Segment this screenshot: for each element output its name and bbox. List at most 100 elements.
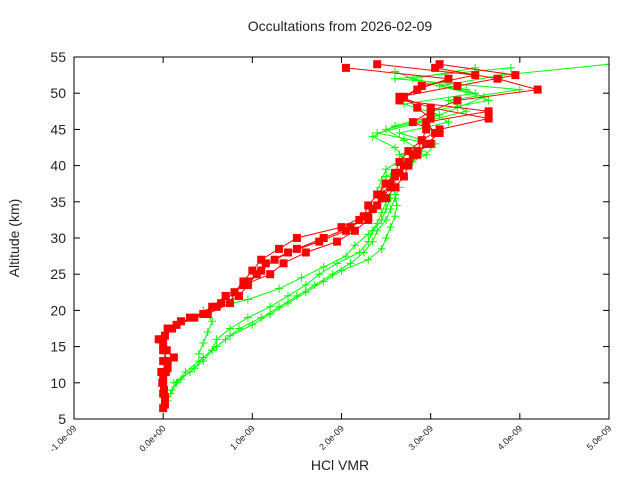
plus-marker xyxy=(185,367,194,376)
square-marker xyxy=(377,190,386,199)
square-marker xyxy=(453,81,462,90)
plus-marker xyxy=(315,270,324,279)
y-axis-label: Altitude (km) xyxy=(6,199,22,278)
plus-marker xyxy=(203,328,212,337)
x-tick-label: 1.0e-09 xyxy=(228,423,257,452)
plus-marker xyxy=(395,129,404,138)
square-marker xyxy=(431,63,440,72)
square-marker xyxy=(399,92,408,101)
plus-marker xyxy=(506,63,515,72)
square-marker xyxy=(484,114,493,123)
square-marker xyxy=(404,161,413,170)
plus-marker xyxy=(350,241,359,250)
square-marker xyxy=(160,331,169,340)
x-axis-label: HCl VMR xyxy=(311,457,369,473)
profile-line xyxy=(169,67,491,394)
y-tick-label: 45 xyxy=(50,121,66,137)
plus-marker xyxy=(275,284,284,293)
plus-marker xyxy=(471,89,480,98)
plus-marker xyxy=(435,110,444,119)
square-marker xyxy=(163,364,172,373)
plus-marker xyxy=(364,255,373,264)
square-marker xyxy=(159,375,168,384)
square-marker xyxy=(190,313,199,322)
square-marker xyxy=(185,313,194,322)
square-marker xyxy=(391,183,399,192)
square-marker xyxy=(444,74,453,83)
plus-marker xyxy=(391,121,399,130)
profile-line xyxy=(160,67,538,340)
plus-marker xyxy=(399,136,408,145)
x-tick-label: -1.0e-09 xyxy=(48,423,79,454)
square-marker xyxy=(284,248,292,257)
plus-marker xyxy=(605,60,609,69)
square-marker xyxy=(230,288,239,297)
plus-marker xyxy=(373,219,382,228)
square-marker xyxy=(382,179,391,188)
square-marker xyxy=(243,277,252,286)
square-marker xyxy=(163,357,172,366)
square-marker xyxy=(212,302,221,311)
plus-marker xyxy=(292,291,301,300)
plus-marker xyxy=(391,67,399,76)
square-marker xyxy=(172,320,181,329)
square-marker xyxy=(435,129,444,138)
y-tick-label: 20 xyxy=(50,302,66,318)
plus-marker xyxy=(297,273,306,282)
series-layer xyxy=(154,60,609,413)
square-marker xyxy=(226,299,235,308)
square-marker xyxy=(177,317,185,326)
chart-title: Occultations from 2026-02-09 xyxy=(248,18,433,34)
square-marker xyxy=(399,161,408,170)
red-profiles xyxy=(154,60,542,413)
square-marker xyxy=(261,259,270,268)
plus-marker xyxy=(169,378,178,387)
square-marker xyxy=(160,386,169,395)
plus-marker xyxy=(212,335,221,344)
x-tick-label: 2.0e-09 xyxy=(317,423,346,452)
square-marker xyxy=(453,96,462,105)
plus-marker xyxy=(266,302,275,311)
plus-marker xyxy=(257,313,266,322)
plus-marker xyxy=(422,150,431,159)
square-marker xyxy=(395,92,404,101)
y-tick-label: 50 xyxy=(50,85,66,101)
square-marker xyxy=(364,201,373,210)
y-tick-label: 40 xyxy=(50,158,66,174)
square-marker xyxy=(408,150,417,159)
x-tick-label: 0.0e+00 xyxy=(137,423,167,453)
square-marker xyxy=(248,266,257,275)
green-profiles xyxy=(163,60,609,405)
plus-marker xyxy=(377,244,386,253)
square-marker xyxy=(292,244,301,253)
square-marker xyxy=(484,107,493,116)
y-axis: 5 10 15 20 25 30 35 40 45 50 55 xyxy=(50,49,609,427)
square-marker xyxy=(157,367,166,376)
x-tick-label: 4.0e-09 xyxy=(496,423,525,452)
square-marker xyxy=(350,226,359,235)
square-marker xyxy=(511,71,520,80)
square-marker xyxy=(404,147,413,156)
square-marker xyxy=(275,244,284,253)
square-marker xyxy=(169,353,178,362)
square-marker xyxy=(266,270,275,279)
plus-marker xyxy=(341,252,350,261)
plus-marker xyxy=(382,234,391,242)
plus-marker xyxy=(243,313,252,322)
square-marker xyxy=(368,205,377,214)
square-marker xyxy=(346,223,355,232)
square-marker xyxy=(413,150,422,159)
square-marker xyxy=(160,400,169,409)
square-marker xyxy=(257,255,266,264)
square-marker xyxy=(422,118,431,127)
plus-marker xyxy=(368,226,377,235)
plus-marker xyxy=(208,346,217,355)
y-tick-label: 55 xyxy=(50,49,66,65)
square-marker xyxy=(270,255,279,264)
plus-marker xyxy=(194,349,203,358)
plus-marker xyxy=(275,302,284,311)
square-marker xyxy=(355,215,364,224)
square-marker xyxy=(382,194,391,203)
square-marker xyxy=(431,129,440,138)
